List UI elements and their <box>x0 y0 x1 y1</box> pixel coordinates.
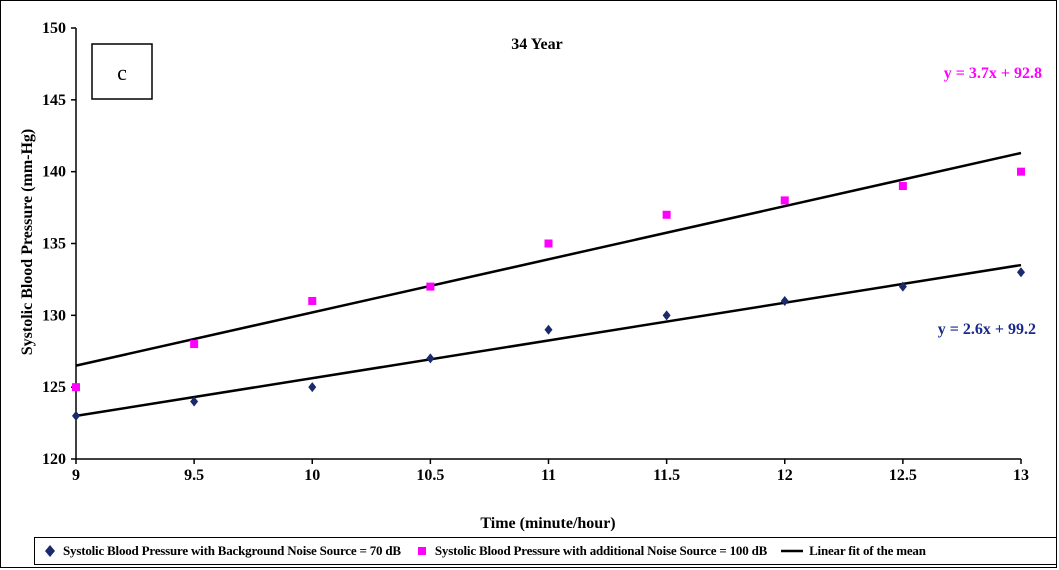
chart-title: 34 Year <box>511 36 562 53</box>
legend-label-series-2: Systolic Blood Pressure with additional … <box>434 543 768 558</box>
data-point-series-1 <box>190 396 199 407</box>
data-point-series-2 <box>190 340 199 349</box>
x-tick-label: 12 <box>777 467 793 484</box>
line-marker-icon <box>781 544 804 558</box>
data-point-series-2 <box>898 182 907 191</box>
data-point-series-1 <box>308 382 317 393</box>
x-tick-label: 11 <box>541 467 556 484</box>
y-tick-label: 120 <box>42 451 66 468</box>
equation-series-1: y = 2.6x + 99.2 <box>938 321 1036 338</box>
equation-series-2: y = 3.7x + 92.8 <box>944 65 1042 82</box>
data-point-series-2 <box>426 282 435 291</box>
data-point-series-1 <box>544 324 553 335</box>
data-point-series-1 <box>1017 267 1025 278</box>
x-tick-label: 13 <box>1013 467 1029 484</box>
data-point-series-2 <box>1017 167 1025 176</box>
y-tick-label: 135 <box>42 236 66 253</box>
diamond-marker-icon <box>43 544 57 558</box>
data-point-series-1 <box>72 410 80 421</box>
legend-item-series-2: Systolic Blood Pressure with additional … <box>415 543 767 559</box>
fit-line-series-1 <box>75 263 1022 418</box>
x-tick-label: 9 <box>72 467 80 484</box>
data-point-series-2 <box>72 383 80 392</box>
panel-label-box: c <box>91 43 153 100</box>
data-point-series-1 <box>662 310 671 321</box>
y-tick-label: 140 <box>42 164 66 181</box>
y-tick-label: 145 <box>42 92 66 109</box>
y-tick-label: 130 <box>42 307 66 324</box>
x-tick-label: 10 <box>304 467 320 484</box>
panel-label: c <box>117 60 127 85</box>
legend-item-series-1: Systolic Blood Pressure with Background … <box>43 543 401 559</box>
x-tick-label: 9.5 <box>184 467 204 484</box>
legend: Systolic Blood Pressure with Background … <box>34 537 1057 565</box>
x-tick-label: 11.5 <box>653 467 680 484</box>
data-point-series-1 <box>780 295 789 306</box>
data-point-series-2 <box>662 210 671 219</box>
square-marker-icon <box>415 544 429 558</box>
plot-area: 120 125 130 135 140 145 150 9 9.5 10 10.5 11 11.5 12 1… <box>42 20 1029 484</box>
y-tick-label: 150 <box>42 20 66 37</box>
legend-item-fit: Linear fit of the mean <box>781 543 926 559</box>
data-point-series-2 <box>780 196 789 205</box>
fit-line-series-2 <box>75 151 1022 367</box>
x-tick-label: 12.5 <box>889 467 917 484</box>
legend-label-fit: Linear fit of the mean <box>809 543 926 558</box>
y-tick-label: 125 <box>42 379 66 396</box>
y-axis-title: Systolic Blood Pressure (mm-Hg) <box>19 129 36 356</box>
data-point-series-2 <box>544 239 553 248</box>
data-point-series-1 <box>426 353 435 364</box>
x-tick-label: 10.5 <box>416 467 444 484</box>
data-point-series-2 <box>308 296 317 305</box>
data-point-series-1 <box>898 281 907 292</box>
legend-label-series-1: Systolic Blood Pressure with Background … <box>63 543 401 558</box>
x-axis-title: Time (minute/hour) <box>480 515 615 532</box>
